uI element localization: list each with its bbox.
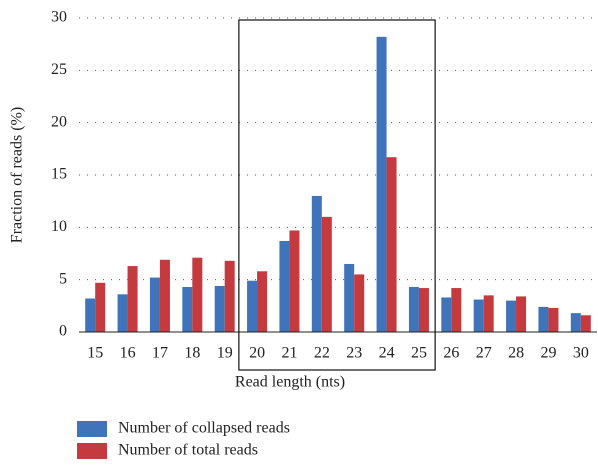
x-tick-label: 18 <box>184 345 200 362</box>
legend-label: Number of total reads <box>118 442 258 459</box>
x-tick-label: 30 <box>573 345 589 362</box>
highlight-box <box>238 19 436 371</box>
bar <box>182 286 193 332</box>
y-tick-label: 25 <box>51 61 67 78</box>
x-tick-label: 22 <box>314 345 330 362</box>
bar <box>483 295 494 332</box>
bar <box>159 259 170 332</box>
bar <box>279 240 290 332</box>
bar <box>224 260 235 332</box>
bar <box>506 300 517 332</box>
bar <box>441 297 452 332</box>
y-tick-label: 15 <box>51 166 67 183</box>
x-tick-label: 28 <box>508 345 524 362</box>
bar <box>95 282 106 332</box>
legend-swatch <box>77 443 107 459</box>
x-tick-label: 19 <box>217 345 233 362</box>
bar <box>538 306 549 332</box>
bar <box>257 271 268 332</box>
x-tick-label: 20 <box>249 345 265 362</box>
y-tick-label: 30 <box>51 9 67 26</box>
bar <box>85 298 96 332</box>
bar <box>321 216 332 332</box>
y-tick-label: 5 <box>59 270 67 287</box>
bar <box>247 280 258 332</box>
bar <box>311 195 322 332</box>
bar <box>192 257 203 332</box>
bar <box>451 288 462 332</box>
bar <box>117 294 128 332</box>
x-tick-label: 29 <box>540 345 556 362</box>
bar <box>344 263 355 332</box>
bar <box>516 296 527 332</box>
legend-swatch <box>77 421 107 437</box>
bar <box>408 286 419 332</box>
bar <box>418 288 429 332</box>
bar <box>376 36 387 333</box>
x-axis-label: Read length (nts) <box>235 374 345 391</box>
bar <box>354 274 365 332</box>
y-axis-label: Fraction of reads (%) <box>9 107 26 243</box>
bar <box>570 313 581 332</box>
x-tick-label: 24 <box>379 345 395 362</box>
bar <box>548 307 559 332</box>
x-tick-label: 17 <box>152 345 168 362</box>
x-tick-label: 23 <box>346 345 362 362</box>
x-tick-label: 16 <box>120 345 136 362</box>
x-tick-label: 15 <box>87 345 103 362</box>
bar <box>127 266 138 332</box>
bar <box>214 285 225 332</box>
legend-label: Number of collapsed reads <box>118 420 290 437</box>
y-tick-label: 10 <box>51 218 67 235</box>
x-tick-label: 21 <box>281 345 297 362</box>
bar <box>473 299 484 332</box>
y-tick-label: 0 <box>59 323 67 340</box>
x-tick-label: 25 <box>411 345 427 362</box>
bar <box>386 157 397 332</box>
x-tick-label: 27 <box>476 345 492 362</box>
y-tick-label: 20 <box>51 113 67 130</box>
bar <box>580 315 591 332</box>
bar <box>149 277 160 332</box>
bar <box>289 230 300 332</box>
x-tick-label: 26 <box>443 345 459 362</box>
